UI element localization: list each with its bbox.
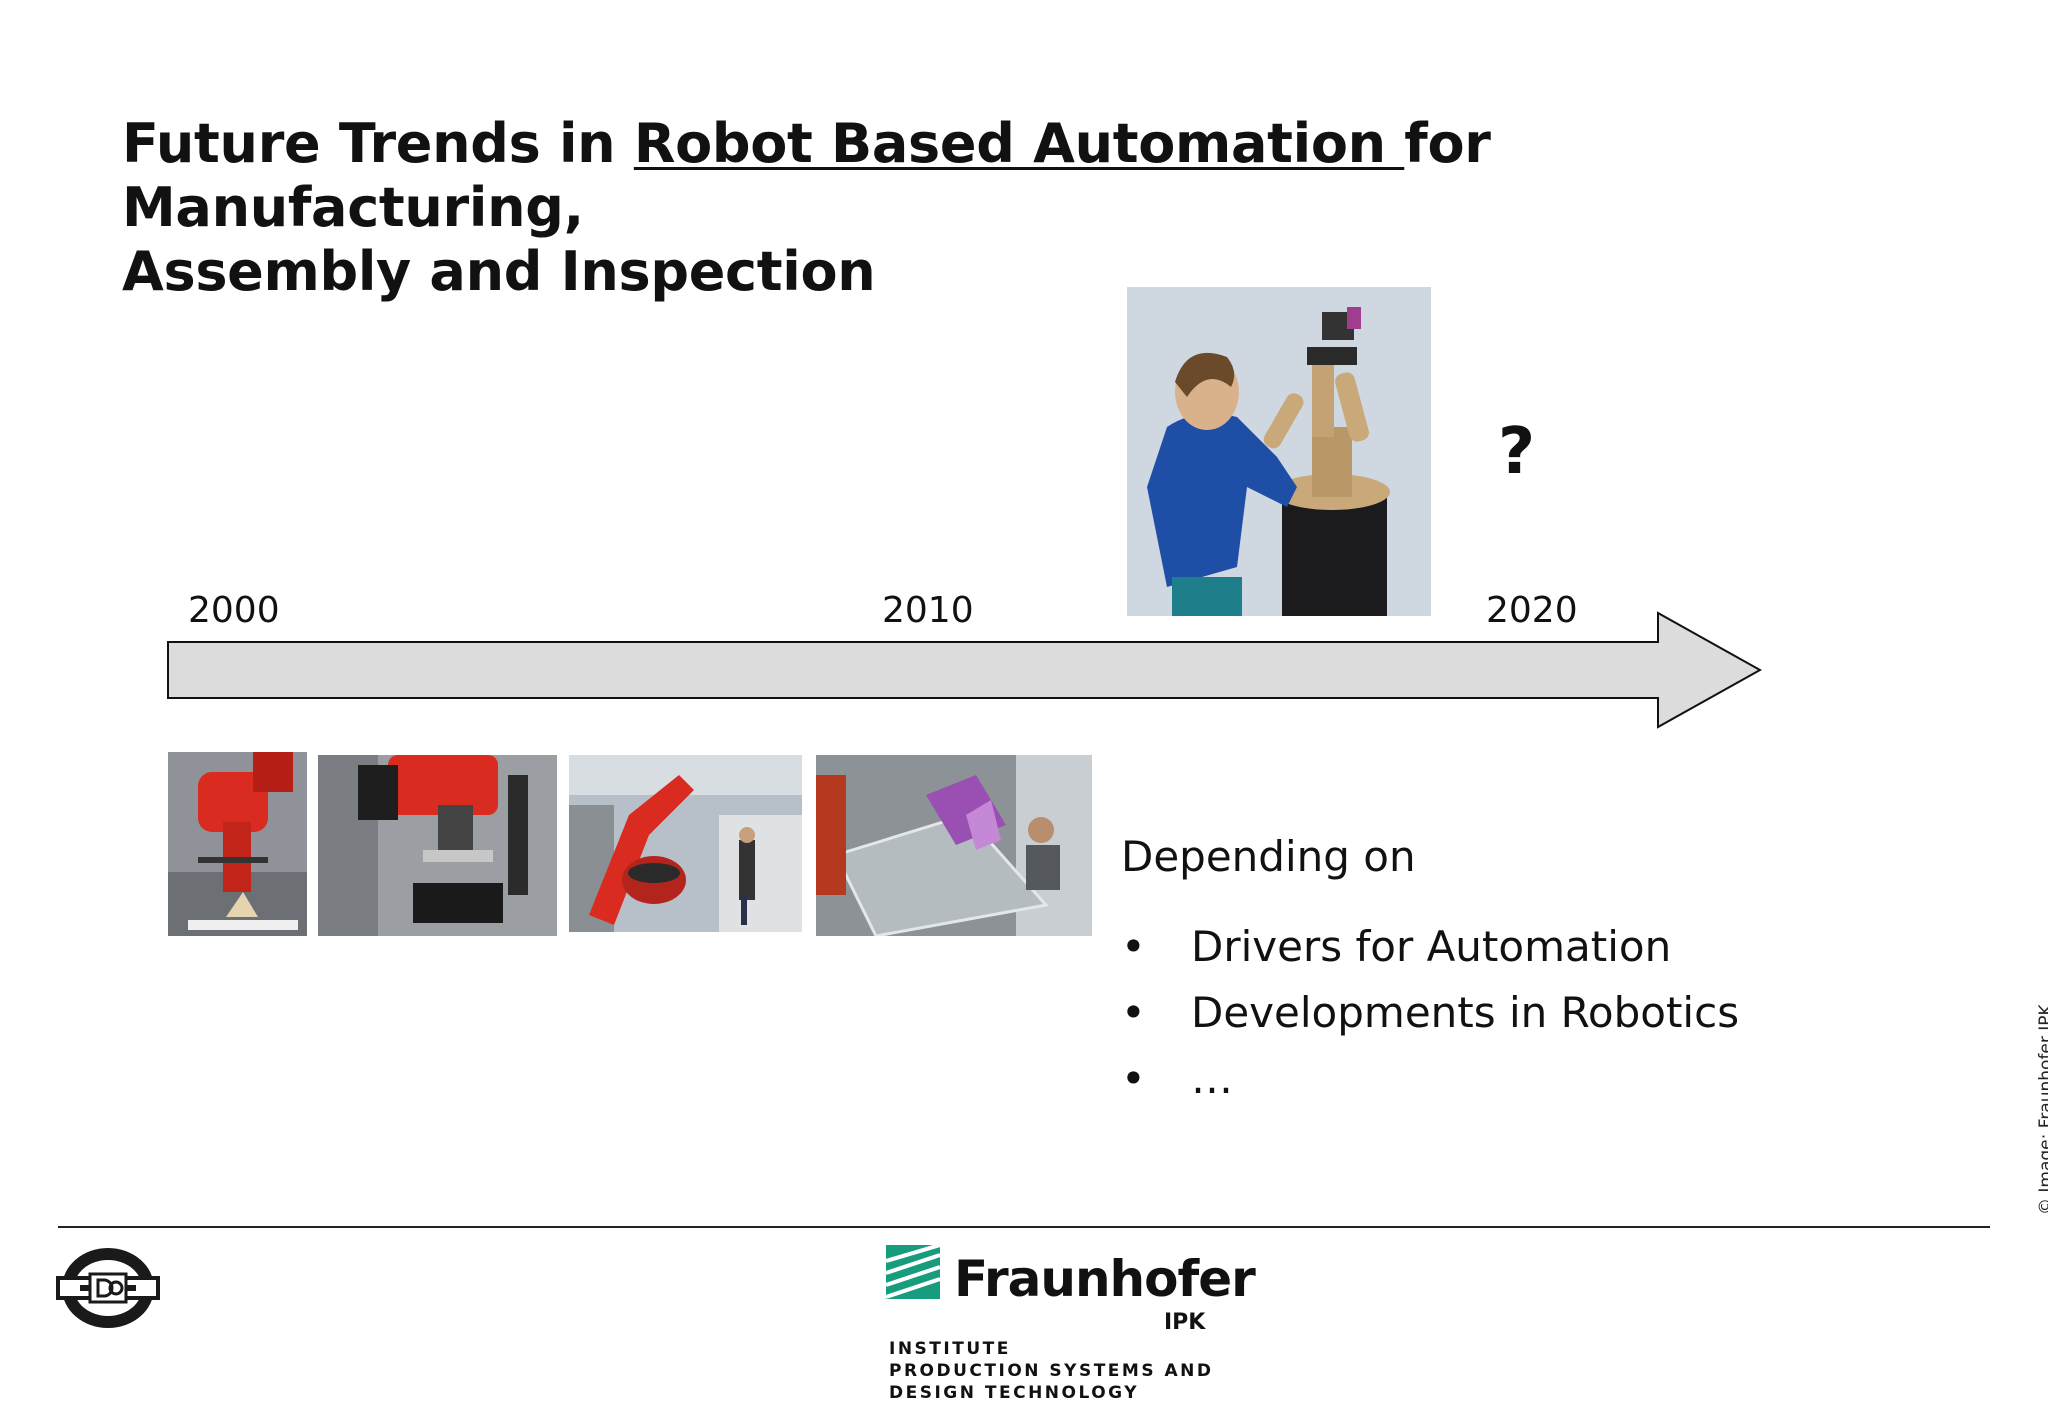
robot-photo-3 [569,755,802,932]
fraunhofer-wordmark: Fraunhofer [954,1250,1256,1308]
depending-heading: Depending on [1121,832,1416,881]
title-part-2: for Manufacturing, [122,112,1491,239]
footer-divider [58,1226,1990,1228]
institute-line-3: DESIGN TECHNOLOGY [889,1383,1140,1403]
fraunhofer-ipk-label: IPK [1164,1310,1206,1335]
robot-photo-4 [816,755,1092,936]
year-label-2000: 2000 [188,590,280,631]
list-item: • … [1121,1054,1233,1103]
bullet-text-drivers: Drivers for Automation [1191,922,1672,971]
robot-photo-2 [318,755,557,936]
bullet-text-ellipsis: … [1191,1054,1233,1103]
bullet-marker: • [1121,988,1146,1037]
bullet-text-developments: Developments in Robotics [1191,988,1740,1037]
title-line-2: Assembly and Inspection [122,240,876,303]
timeline-arrow [167,611,1763,729]
year-label-2020: 2020 [1486,590,1578,631]
image-credit: © Image: Fraunhofer IPK [2036,1004,2048,1215]
slide-title: Future Trends in Robot Based Automation … [122,112,1822,304]
year-label-2010: 2010 [882,590,974,631]
dqs-certification-seal-icon [56,1248,160,1328]
title-part-1: Future Trends in [122,112,634,175]
robot-photo-1 [168,752,307,936]
list-item: • Drivers for Automation [1121,922,1671,971]
fraunhofer-logo-icon [886,1245,940,1299]
bullet-marker: • [1121,922,1146,971]
title-underlined: Robot Based Automation [633,112,1405,175]
list-item: • Developments in Robotics [1121,988,1739,1037]
collaborative-robot-image [1127,287,1431,616]
institute-line-2: PRODUCTION SYSTEMS AND [889,1361,1214,1381]
institute-line-1: INSTITUTE [889,1339,1011,1359]
bullet-marker: • [1121,1054,1146,1103]
question-mark: ? [1498,415,1536,489]
